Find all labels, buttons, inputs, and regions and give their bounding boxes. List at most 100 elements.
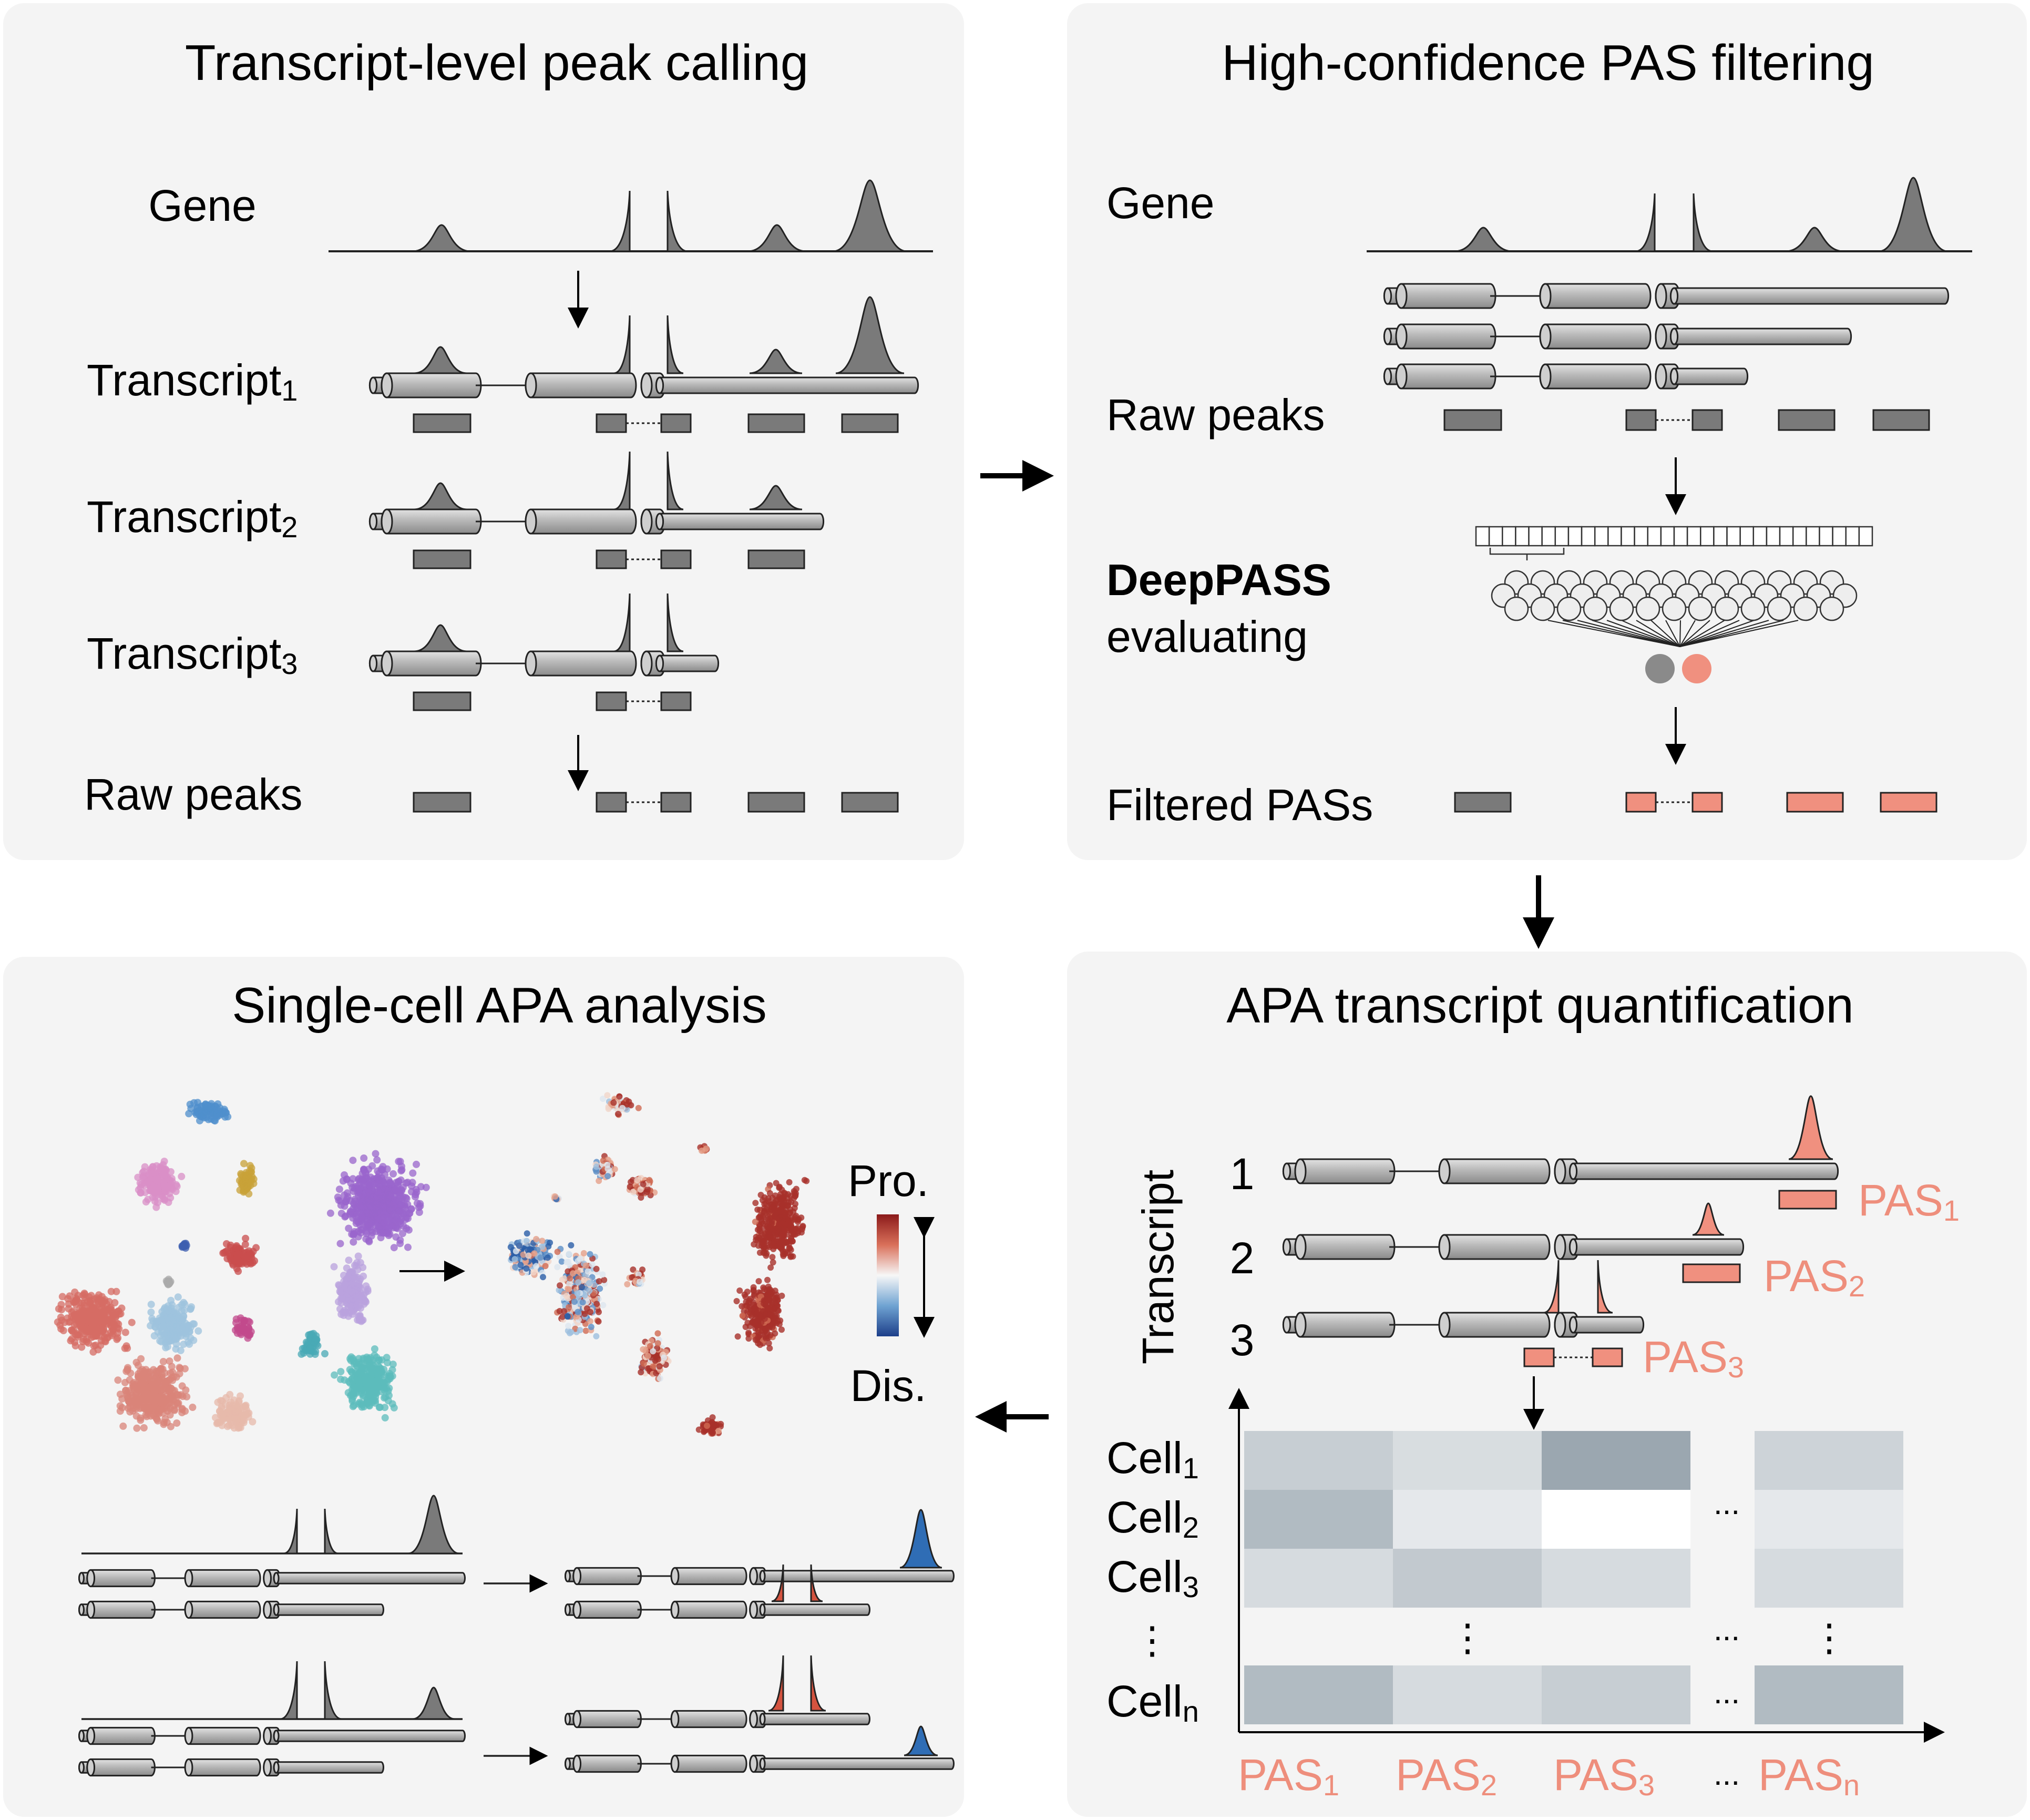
umap-cell xyxy=(252,1244,260,1252)
umap-cell xyxy=(610,1099,617,1106)
umap-cell xyxy=(570,1294,576,1300)
umap-cell xyxy=(132,1399,140,1407)
umap-cell xyxy=(756,1249,763,1256)
umap-cell xyxy=(380,1365,388,1373)
umap-cell xyxy=(774,1297,781,1304)
umap-cell xyxy=(709,1414,716,1421)
heatmap-cell xyxy=(1542,1665,1690,1724)
nn-connection xyxy=(1650,620,1680,647)
umap-cell xyxy=(106,1304,114,1312)
umap-cell xyxy=(65,1305,73,1313)
umap-cell xyxy=(161,1415,169,1423)
umap-cell xyxy=(349,1214,357,1222)
umap-cell xyxy=(388,1218,396,1226)
exon-cylinder xyxy=(381,508,482,535)
exon-cap xyxy=(1438,1312,1451,1338)
umap-cell xyxy=(604,1173,611,1180)
umap-cell xyxy=(366,1201,374,1209)
coverage-peak xyxy=(667,593,684,652)
umap-cell xyxy=(143,1178,151,1186)
umap-cell xyxy=(563,1293,570,1300)
exon-cap xyxy=(1554,1158,1566,1184)
peak-box xyxy=(747,549,805,569)
nn-connection xyxy=(1606,620,1680,647)
umap-cell xyxy=(167,1168,175,1175)
peak-box xyxy=(660,413,692,433)
umap-cell xyxy=(752,1200,759,1206)
heatmap-cell xyxy=(1244,1431,1393,1490)
coverage-peak xyxy=(1597,1260,1613,1314)
umap-cell xyxy=(699,1148,705,1154)
umap-cell xyxy=(74,1330,82,1337)
nn-neuron xyxy=(1635,596,1660,621)
umap-cell xyxy=(154,1185,162,1193)
umap-cell xyxy=(523,1265,530,1272)
umap-cell xyxy=(336,1305,344,1313)
umap-cell xyxy=(240,1183,248,1191)
umap-cell xyxy=(349,1157,357,1164)
exon-cap xyxy=(1282,1238,1291,1256)
exon-cap xyxy=(565,1603,571,1616)
umap-cell xyxy=(339,1177,347,1185)
umap-cell xyxy=(174,1318,182,1326)
exon-cylinder xyxy=(381,372,482,398)
exon-cap xyxy=(273,1603,280,1616)
exon-cap xyxy=(1294,1312,1307,1338)
transcript-number-3: 3 xyxy=(1230,1315,1255,1365)
umap-cell xyxy=(544,1254,551,1261)
umap-cell xyxy=(589,1261,596,1268)
exon-cylinder xyxy=(572,1567,642,1586)
umap-apa-score xyxy=(507,1092,810,1437)
umap-cell xyxy=(154,1177,161,1184)
exon-cap xyxy=(263,1726,272,1745)
umap-cell xyxy=(231,1408,239,1416)
umap-cell xyxy=(344,1389,352,1397)
umap-cell xyxy=(99,1307,107,1315)
umap-cell xyxy=(373,1156,381,1164)
umap-cell xyxy=(600,1302,607,1308)
umap-cell xyxy=(149,1163,157,1171)
umap-cell xyxy=(753,1311,760,1317)
peak-box xyxy=(1778,409,1836,431)
umap-cell xyxy=(619,1105,626,1111)
umap-cell xyxy=(525,1252,532,1259)
title-peak-calling: Transcript-level peak calling xyxy=(185,35,808,91)
umap-cell xyxy=(413,1199,421,1207)
exon-cylinder xyxy=(572,1754,642,1773)
umap-cell xyxy=(352,1389,360,1397)
umap-cell xyxy=(373,1204,381,1212)
heatmap-cell xyxy=(1755,1549,1903,1608)
umap-cell xyxy=(511,1256,518,1263)
umap-cell xyxy=(183,1393,191,1400)
umap-cell xyxy=(779,1195,786,1202)
exon-cylinder xyxy=(670,1567,747,1586)
umap-cell xyxy=(71,1338,79,1346)
input-sequence-cell xyxy=(1673,526,1688,547)
umap-cell xyxy=(604,1092,611,1099)
umap-cell xyxy=(512,1248,519,1255)
umap-cell xyxy=(575,1279,582,1286)
umap-cell xyxy=(739,1312,746,1319)
umap-cell xyxy=(786,1210,793,1216)
transcript-3-label: Transcript3 xyxy=(87,629,298,680)
exon-cap xyxy=(670,1600,680,1619)
umap-cell xyxy=(178,1405,186,1413)
umap-cell xyxy=(634,1177,641,1183)
umap-cell xyxy=(154,1199,161,1206)
umap-cell xyxy=(93,1327,101,1335)
input-sequence-cell xyxy=(1686,526,1701,547)
pas-box xyxy=(1778,1190,1837,1210)
umap-cell xyxy=(172,1340,180,1348)
input-sequence-cell xyxy=(1581,526,1596,547)
umap-cell xyxy=(767,1322,774,1329)
heatmap-col-ellipsis: ... xyxy=(1714,1612,1740,1647)
umap-cell xyxy=(85,1339,93,1347)
umap-cell xyxy=(166,1357,173,1365)
umap-cell xyxy=(347,1209,355,1216)
umap-cell xyxy=(767,1264,774,1271)
coverage-peak xyxy=(1635,193,1656,252)
coverage-peak xyxy=(1692,1202,1725,1236)
exon-cap xyxy=(525,508,537,535)
exon-cap xyxy=(640,508,653,535)
umap-cell xyxy=(341,1171,348,1179)
